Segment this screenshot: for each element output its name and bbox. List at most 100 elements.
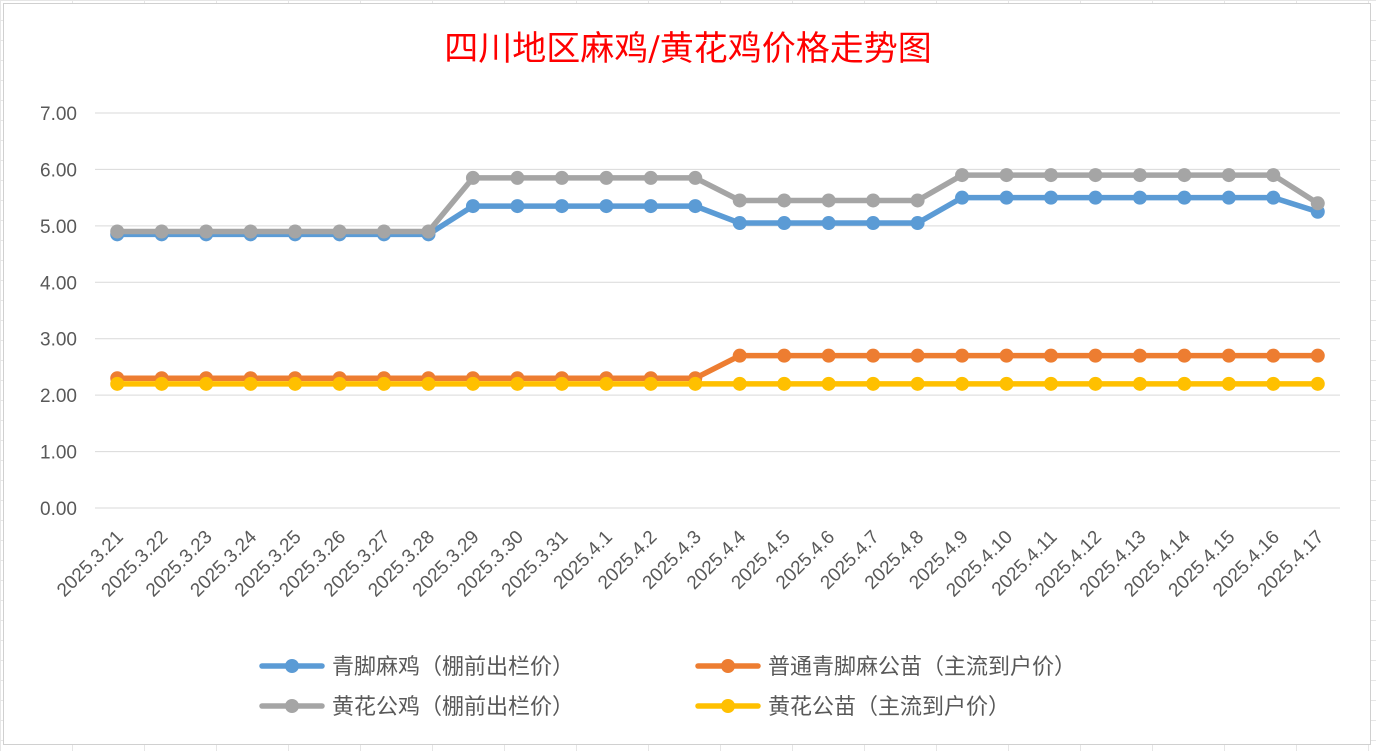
y-tick-label: 1.00 xyxy=(40,443,77,464)
data-point xyxy=(1221,376,1236,391)
data-point xyxy=(777,376,792,391)
data-point xyxy=(688,170,703,185)
data-point xyxy=(777,193,792,208)
chart-title: 四川地区麻鸡/黄花鸡价格走势图 xyxy=(444,29,931,69)
data-point xyxy=(643,170,658,185)
data-point xyxy=(554,199,569,214)
data-point xyxy=(1310,376,1325,391)
legend-item: 黄花公鸡（棚前出栏价） xyxy=(259,695,574,720)
data-point xyxy=(1043,168,1058,183)
data-point xyxy=(821,376,836,391)
legend-marker xyxy=(721,659,735,673)
data-point xyxy=(1088,348,1103,363)
y-tick-label: 5.00 xyxy=(40,217,77,238)
data-point xyxy=(1177,190,1192,205)
series-0 xyxy=(110,190,1325,242)
series-2 xyxy=(110,168,1325,239)
data-point xyxy=(288,376,303,391)
data-point xyxy=(643,376,658,391)
data-point xyxy=(1221,348,1236,363)
data-point xyxy=(910,193,925,208)
data-point xyxy=(554,376,569,391)
data-point xyxy=(866,348,881,363)
data-point xyxy=(955,190,970,205)
data-point xyxy=(1177,168,1192,183)
data-point xyxy=(999,376,1014,391)
y-tick-label: 0.00 xyxy=(40,499,77,520)
legend-marker xyxy=(285,699,299,713)
data-point xyxy=(999,348,1014,363)
data-point xyxy=(910,376,925,391)
data-point xyxy=(332,224,347,239)
series-group xyxy=(110,168,1325,391)
data-point xyxy=(688,199,703,214)
data-point xyxy=(599,376,614,391)
data-point xyxy=(465,376,480,391)
data-point xyxy=(955,376,970,391)
data-point xyxy=(243,376,258,391)
data-point xyxy=(821,193,836,208)
data-point xyxy=(465,199,480,214)
data-point xyxy=(777,216,792,231)
data-point xyxy=(377,376,392,391)
data-point xyxy=(1132,348,1147,363)
data-point xyxy=(332,376,347,391)
legend-marker xyxy=(721,699,735,713)
data-point xyxy=(199,224,214,239)
legend: 青脚麻鸡（棚前出栏价） 普通青脚麻公苗（主流到户价） 黄花公鸡（棚前出栏价） 黄花公苗… xyxy=(259,655,1076,720)
data-point xyxy=(732,376,747,391)
y-tick-label: 2.00 xyxy=(40,386,77,407)
chart-area[interactable] xyxy=(3,3,1371,745)
data-point xyxy=(910,348,925,363)
data-point xyxy=(999,168,1014,183)
data-point xyxy=(732,193,747,208)
series-3 xyxy=(110,376,1325,391)
data-point xyxy=(1043,376,1058,391)
x-axis: 2025.3.212025.3.222025.3.232025.3.242025… xyxy=(53,526,1328,601)
legend-item: 青脚麻鸡（棚前出栏价） xyxy=(259,655,574,680)
data-point xyxy=(866,376,881,391)
data-point xyxy=(288,224,303,239)
series-line xyxy=(114,172,1321,235)
data-point xyxy=(1088,190,1103,205)
data-point xyxy=(510,376,525,391)
data-point xyxy=(1221,168,1236,183)
data-point xyxy=(866,193,881,208)
data-point xyxy=(421,224,436,239)
data-point xyxy=(421,376,436,391)
data-point xyxy=(154,376,169,391)
series-line xyxy=(114,194,1321,238)
data-point xyxy=(866,216,881,231)
data-point xyxy=(1043,190,1058,205)
data-point xyxy=(821,216,836,231)
data-point xyxy=(1177,376,1192,391)
data-point xyxy=(1266,168,1281,183)
legend-label: 黄花公苗（主流到户价） xyxy=(768,695,1010,720)
data-point xyxy=(1310,348,1325,363)
data-point xyxy=(599,199,614,214)
legend-marker xyxy=(285,659,299,673)
data-point xyxy=(1132,190,1147,205)
data-point xyxy=(643,199,658,214)
y-tick-label: 6.00 xyxy=(40,160,77,181)
data-point xyxy=(1310,196,1325,211)
data-point xyxy=(732,216,747,231)
y-axis: 0.00 1.00 2.00 3.00 4.00 5.00 6.00 7.00 xyxy=(40,104,77,520)
legend-item: 黄花公苗（主流到户价） xyxy=(695,695,1010,720)
y-tick-label: 3.00 xyxy=(40,330,77,351)
gridlines xyxy=(95,112,1340,509)
data-point xyxy=(1177,348,1192,363)
legend-label: 黄花公鸡（棚前出栏价） xyxy=(332,695,574,720)
data-point xyxy=(110,224,125,239)
data-point xyxy=(1132,168,1147,183)
series-line xyxy=(114,352,1321,381)
data-point xyxy=(777,348,792,363)
data-point xyxy=(110,376,125,391)
data-point xyxy=(599,170,614,185)
data-point xyxy=(465,170,480,185)
data-point xyxy=(510,199,525,214)
data-point xyxy=(955,348,970,363)
data-point xyxy=(554,170,569,185)
legend-item: 普通青脚麻公苗（主流到户价） xyxy=(695,655,1076,680)
